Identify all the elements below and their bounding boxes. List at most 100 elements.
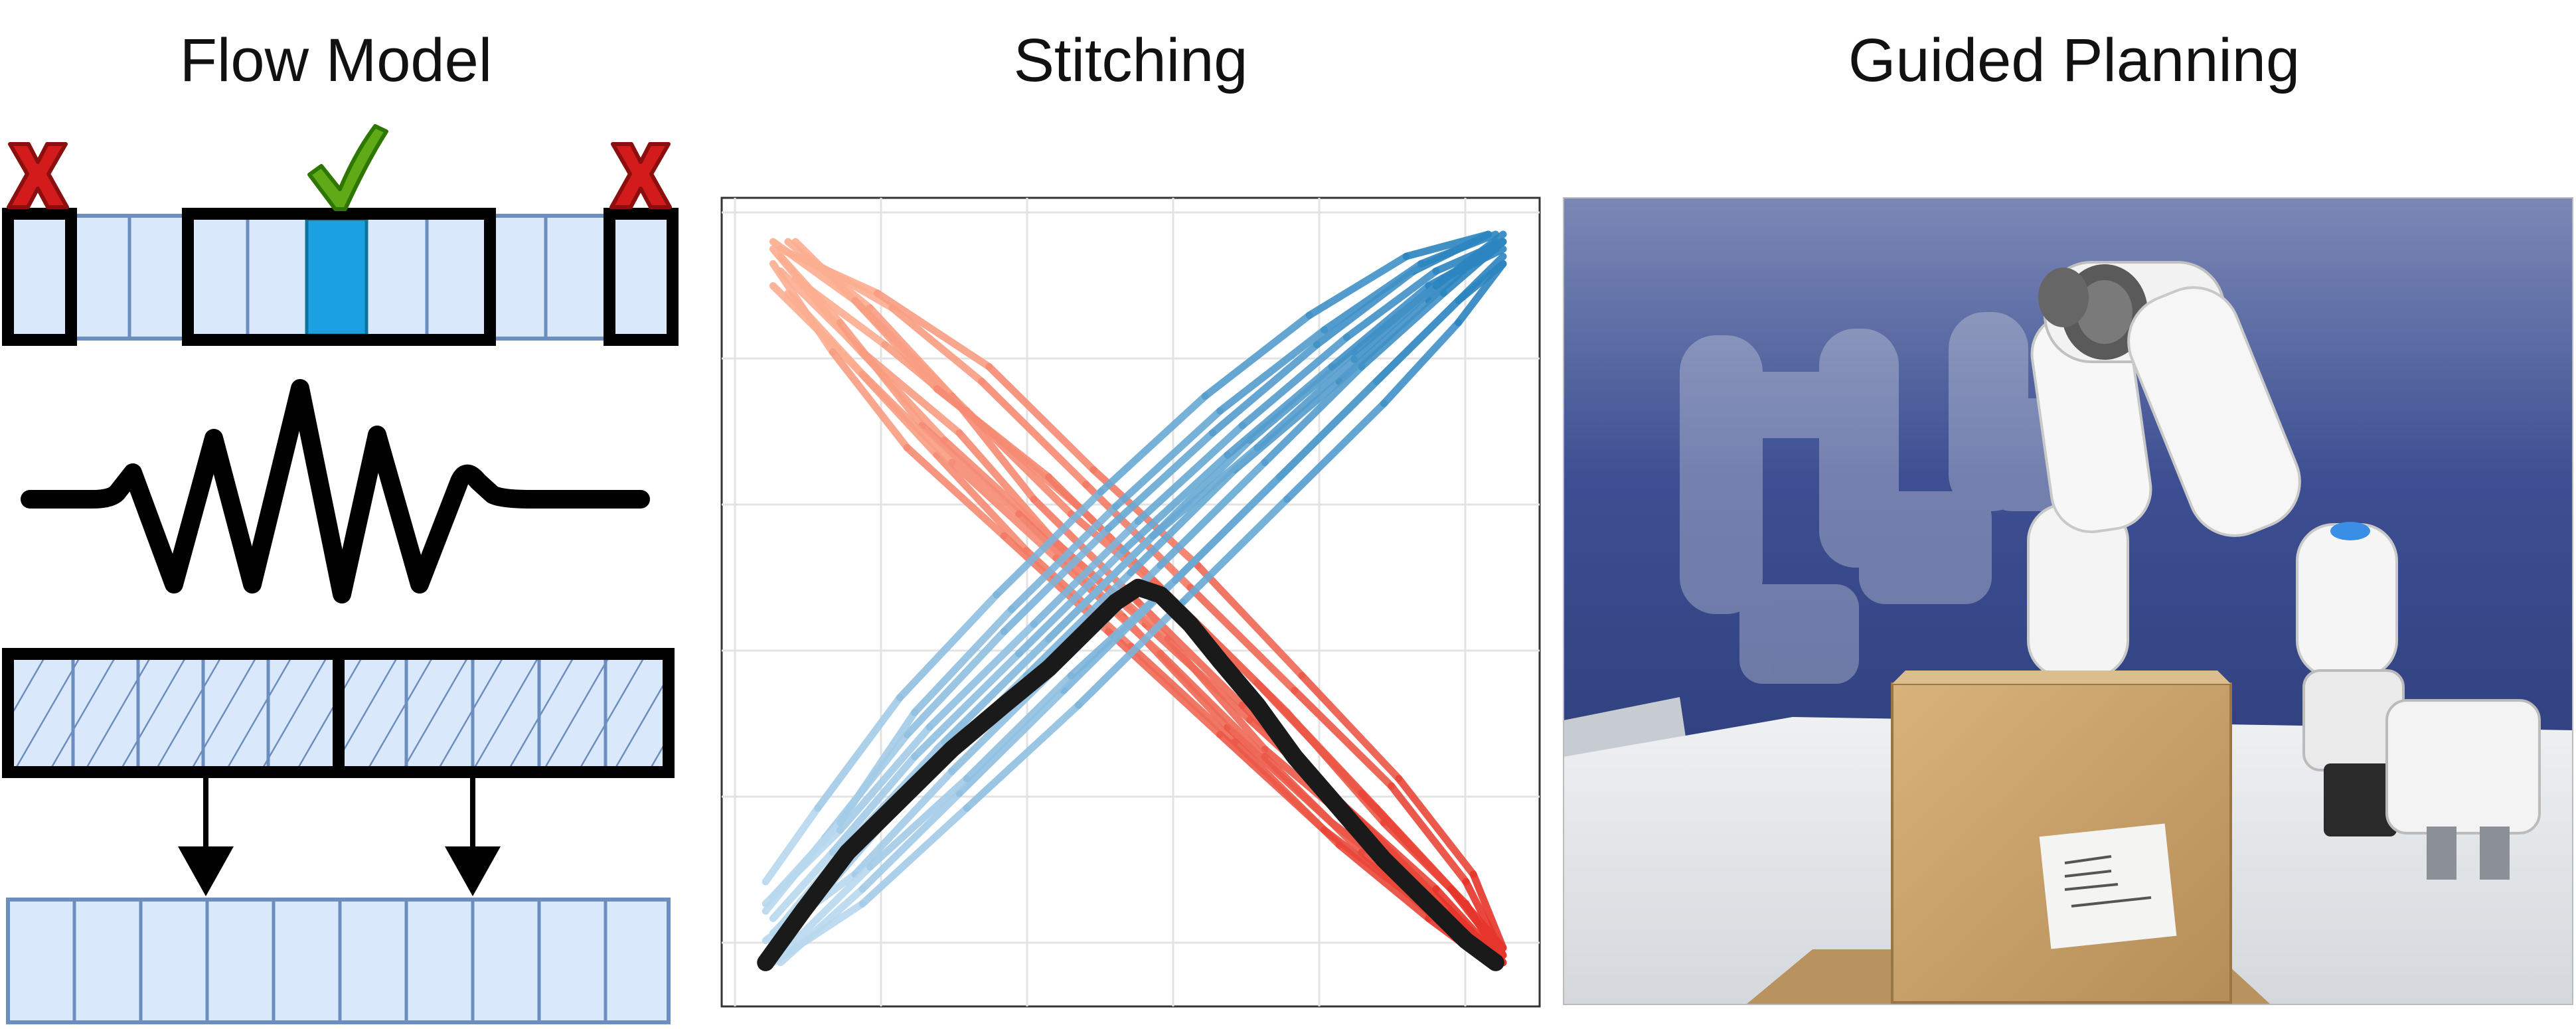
blue-trajectory-segment (1224, 362, 1336, 459)
blue-trajectory-segment (911, 650, 1023, 761)
red-trajectory-segment (941, 436, 1045, 532)
blue-trajectory-segment (1432, 238, 1507, 275)
red-trajectory-segment (874, 289, 993, 370)
blue-trajectory-segment (1402, 230, 1492, 260)
blue-trajectory-segment (1283, 400, 1388, 503)
blue-trajectory-segment (941, 635, 1053, 746)
stitching-plot (720, 197, 1541, 1008)
blue-trajectory-segment (1350, 282, 1440, 363)
cardboard-box (1746, 671, 2271, 1004)
blue-trajectory-segment (814, 694, 904, 812)
blue-trajectory-segment (1119, 451, 1232, 554)
red-trajectory-segment (978, 378, 1090, 489)
accepted-window (182, 208, 496, 346)
red-trajectory-segment (888, 304, 986, 386)
blue-trajectory-segment (1455, 260, 1507, 327)
red-trajectory-segment (1388, 782, 1470, 886)
blue-trajectory-segment (1134, 422, 1246, 525)
blue-trajectory-segment (911, 605, 1015, 716)
red-trajectory-segment (1186, 584, 1299, 694)
blue-trajectory-segment (1372, 297, 1463, 386)
blue-trajectory-segment (1321, 260, 1425, 334)
blue-trajectory-segment (963, 672, 1075, 783)
red-trajectory-segment (866, 304, 956, 400)
sequence-strip (2, 208, 679, 346)
red-trajectory-segment (1157, 650, 1269, 761)
plot-series (757, 230, 1507, 971)
blue-trajectory-segment (836, 708, 919, 827)
red-trajectory-segment (903, 443, 1008, 540)
flow-model-diagram (2, 124, 679, 1024)
blue-trajectory-segment (1179, 495, 1291, 606)
blue-trajectory-segment (762, 804, 822, 886)
panel-title-guided-planning: Guided Planning (1848, 27, 2300, 94)
check-mark-icon (307, 124, 388, 211)
blue-trajectory-segment (1015, 546, 1127, 658)
blue-trajectory-segment (1216, 326, 1328, 415)
blue-trajectory-segment (1335, 297, 1433, 386)
stitched-trajectory (757, 578, 1504, 971)
blue-trajectory-segment (829, 753, 919, 856)
blue-trajectory-segment (1253, 355, 1358, 451)
red-trajectory-segment (858, 370, 956, 466)
red-trajectory-segment (985, 362, 1097, 474)
blue-trajectory-segment (1030, 517, 1142, 628)
photo-border (1563, 197, 2573, 1005)
blue-trajectory-segment (769, 848, 837, 922)
blue-trajectory-segment (1157, 458, 1269, 570)
highlighted-cell (305, 217, 368, 337)
red-trajectory-segment (777, 245, 882, 297)
panel-title-stitching: Stitching (1014, 27, 1248, 94)
red-trajectory-segment (1104, 627, 1224, 738)
blue-trajectory-segment (993, 488, 1105, 599)
x-mark-icon (7, 142, 69, 209)
red-trajectory-segment (1164, 635, 1269, 753)
blue-trajectory-segment (1208, 341, 1321, 437)
blue-trajectory-segment (955, 686, 1068, 797)
red-trajectory-segment (918, 422, 1023, 518)
red-trajectory-segment (1298, 672, 1403, 783)
blue-trajectory-segment (1074, 598, 1187, 709)
blue-trajectory-segment (896, 591, 1001, 702)
blue-trajectory-segment (762, 826, 844, 908)
blue-trajectory-segment (858, 804, 971, 908)
blue-trajectory-segment (836, 723, 933, 834)
down-arrow-icon (178, 777, 234, 896)
red-trajectory-segment (1253, 679, 1366, 797)
red-trajectory-segment (1194, 562, 1306, 680)
rejected-window-left (2, 208, 77, 346)
red-trajectory-segment (933, 385, 1053, 481)
red-trajectory-segment (851, 297, 941, 393)
x-mark-icon (609, 142, 672, 209)
blue-trajectory-segment (1171, 473, 1283, 584)
red-trajectory-segment (948, 458, 1060, 562)
blue-trajectory-segment (1112, 407, 1224, 511)
robot-arm (2027, 261, 2541, 880)
blue-trajectory-segment (1045, 532, 1157, 643)
rejected-window-right (604, 208, 679, 346)
red-trajectory-segment (1134, 598, 1246, 709)
red-trajectory-segment (836, 319, 926, 430)
red-trajectory-segment (1358, 789, 1455, 893)
blue-trajectory-segment (769, 900, 866, 967)
blue-trajectory-segment (851, 767, 956, 878)
red-trajectory-segment (1291, 686, 1396, 790)
red-trajectory-segment (784, 289, 866, 378)
blue-trajectory-segment (1328, 282, 1433, 370)
blue-trajectory-segment (1342, 267, 1440, 341)
blue-trajectory-segment (866, 775, 971, 871)
blue-trajectory-segment (1097, 392, 1209, 496)
red-trajectory-segment (1469, 870, 1507, 952)
red-trajectory-segment (791, 274, 889, 349)
robot-photo (1564, 198, 2573, 1004)
blue-trajectory-segment (1149, 443, 1261, 540)
blue-trajectory-segment (1238, 333, 1350, 430)
blue-trajectory-segment (1104, 429, 1216, 532)
blue-trajectory-segment (1358, 289, 1447, 370)
blue-trajectory-segment (1261, 362, 1366, 466)
red-trajectory-segment (955, 429, 1060, 547)
down-arrow-icon (445, 777, 501, 896)
red-trajectory-segment (829, 348, 911, 451)
blue-trajectory-segment (1201, 311, 1313, 400)
